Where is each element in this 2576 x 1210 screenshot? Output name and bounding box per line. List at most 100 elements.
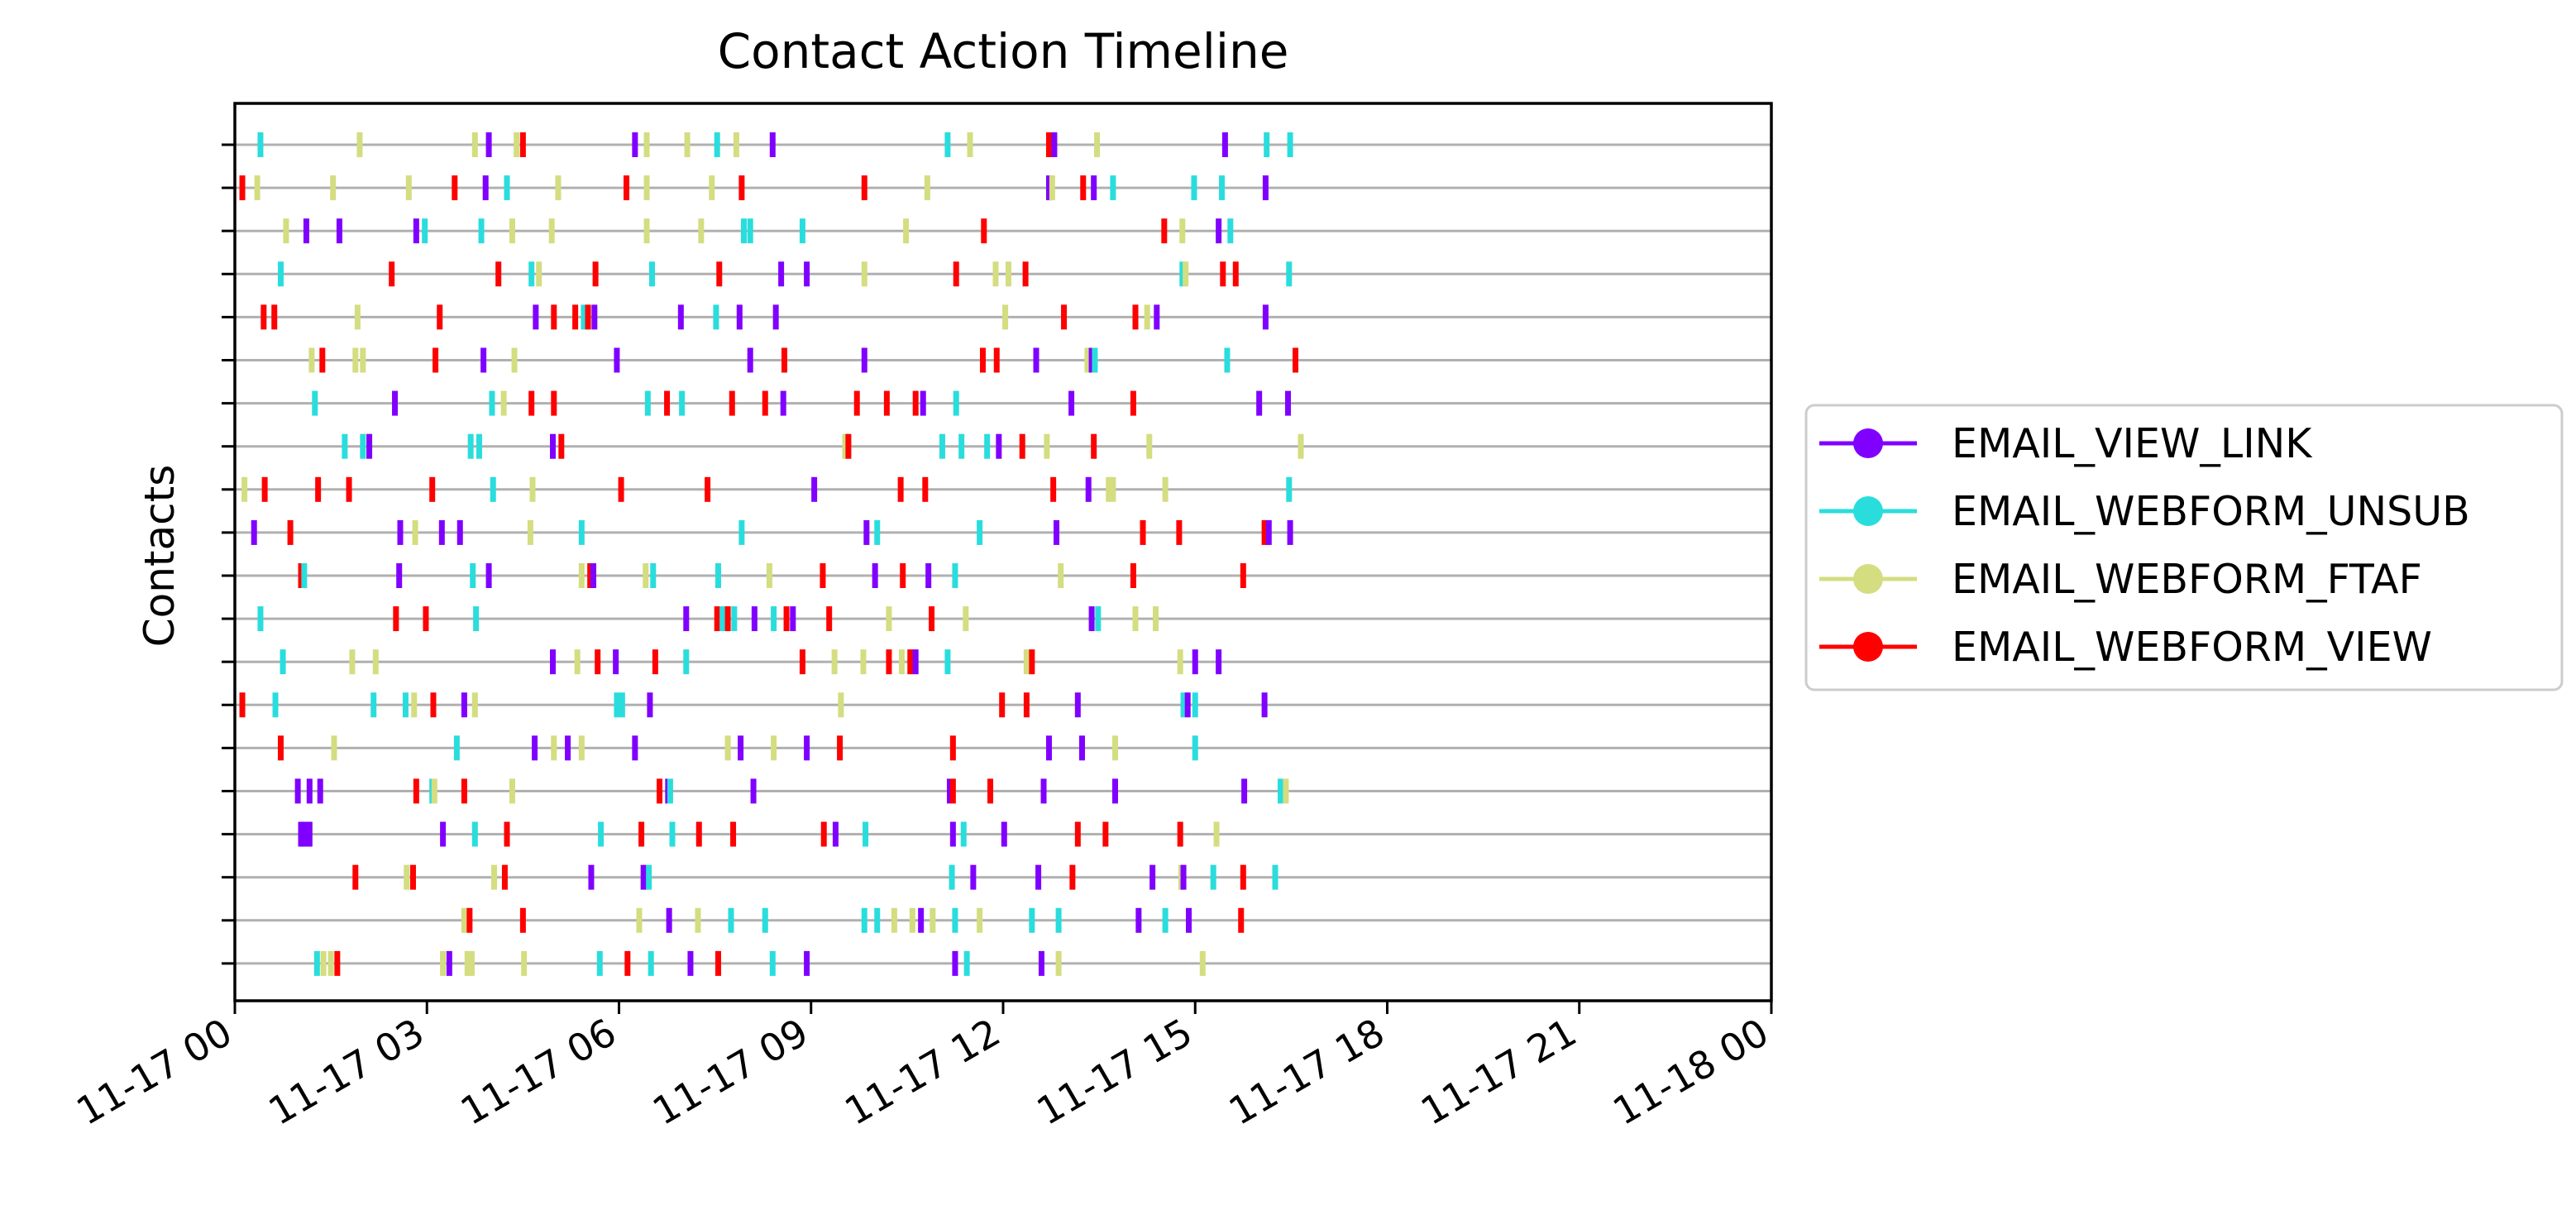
event-mark — [886, 606, 892, 632]
event-mark — [996, 433, 1002, 459]
x-tick-label: 11-18 00 — [1605, 1010, 1775, 1134]
event-mark — [1140, 519, 1146, 545]
event-mark — [578, 563, 585, 588]
event-mark — [842, 433, 848, 459]
event-mark — [872, 563, 878, 588]
event-mark — [471, 821, 478, 847]
event-mark — [342, 433, 348, 459]
event-mark — [1177, 821, 1183, 847]
event-mark — [1144, 304, 1150, 330]
event-mark — [811, 476, 818, 502]
event-mark — [832, 821, 839, 847]
event-mark — [1005, 261, 1011, 287]
event-mark — [468, 950, 475, 976]
event-mark — [272, 692, 279, 718]
event-mark — [422, 218, 428, 244]
event-mark — [405, 175, 412, 201]
event-mark — [1111, 778, 1118, 804]
event-mark — [984, 433, 991, 459]
event-mark — [614, 347, 620, 373]
event-mark — [489, 390, 495, 416]
event-mark — [790, 606, 796, 632]
event-mark — [393, 606, 399, 632]
event-mark — [780, 390, 786, 416]
event-mark — [306, 821, 313, 847]
event-mark — [1055, 907, 1062, 933]
event-mark — [1074, 692, 1081, 718]
event-mark — [461, 692, 467, 718]
legend: EMAIL_VIEW_LINK EMAIL_WEBFORM_UNSUB EMAIL_… — [1804, 404, 2564, 691]
event-mark — [1272, 864, 1278, 890]
event-mark — [898, 649, 905, 675]
event-mark — [1055, 950, 1062, 976]
event-mark — [740, 218, 747, 244]
event-mark — [429, 476, 436, 502]
event-mark — [595, 649, 601, 675]
event-mark — [632, 735, 638, 761]
event-mark — [977, 907, 983, 933]
event-mark — [981, 218, 987, 244]
event-mark — [1154, 304, 1160, 330]
event-mark — [762, 907, 768, 933]
event-mark — [271, 304, 278, 330]
event-mark — [308, 347, 315, 373]
event-mark — [1110, 476, 1116, 502]
legend-marker — [1853, 496, 1883, 526]
event-mark — [1293, 347, 1299, 373]
x-tick-label: 11-17 18 — [1221, 1010, 1392, 1134]
event-mark — [1261, 519, 1268, 545]
event-mark — [1068, 390, 1075, 416]
event-mark — [804, 735, 810, 761]
event-mark — [1287, 132, 1293, 157]
event-mark — [1186, 907, 1192, 933]
event-mark — [370, 692, 377, 718]
event-mark — [1038, 950, 1044, 976]
event-mark — [509, 778, 515, 804]
event-mark — [643, 132, 650, 157]
event-mark — [438, 519, 445, 545]
event-mark — [648, 261, 655, 287]
event-mark — [257, 606, 264, 632]
event-mark — [613, 649, 619, 675]
event-mark — [396, 563, 403, 588]
event-mark — [709, 175, 715, 201]
legend-marker — [1853, 564, 1883, 594]
event-mark — [1264, 132, 1270, 157]
event-mark — [684, 132, 691, 157]
event-mark — [581, 304, 587, 330]
event-mark — [1044, 433, 1050, 459]
x-tick-label: 11-17 21 — [1413, 1010, 1584, 1134]
event-mark — [548, 218, 555, 244]
event-mark — [900, 563, 906, 588]
event-mark — [750, 778, 757, 804]
event-mark — [241, 476, 248, 502]
event-mark — [683, 649, 690, 675]
event-mark — [644, 390, 651, 416]
event-mark — [714, 606, 720, 632]
event-mark — [960, 821, 967, 847]
event-mark — [738, 735, 744, 761]
event-mark — [769, 950, 776, 976]
event-mark — [453, 735, 460, 761]
event-mark — [1256, 390, 1263, 416]
x-tick-label: 11-17 15 — [1030, 1010, 1200, 1134]
event-mark — [551, 390, 557, 416]
event-mark — [397, 519, 404, 545]
event-mark — [431, 778, 437, 804]
event-mark — [1045, 735, 1052, 761]
event-mark — [1286, 261, 1293, 287]
event-mark — [667, 778, 673, 804]
event-mark — [1045, 175, 1052, 201]
event-mark — [1051, 132, 1058, 157]
event-mark — [536, 261, 542, 287]
event-mark — [698, 218, 705, 244]
event-mark — [909, 907, 915, 933]
event-mark — [532, 735, 538, 761]
event-mark — [280, 649, 286, 675]
event-mark — [1227, 218, 1234, 244]
event-mark — [461, 907, 467, 933]
event-mark — [1177, 649, 1183, 675]
event-mark — [1130, 563, 1136, 588]
event-mark — [1002, 304, 1009, 330]
event-mark — [953, 261, 959, 287]
